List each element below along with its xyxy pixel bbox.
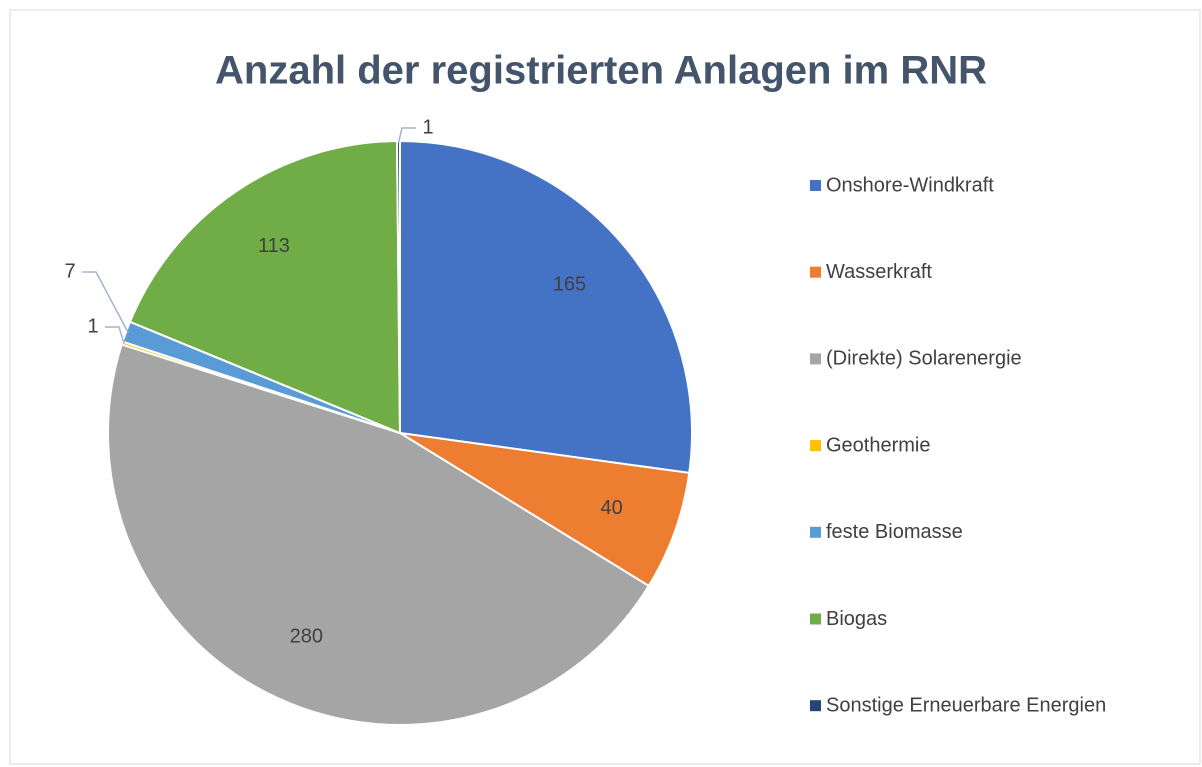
data-label: 1: [87, 315, 98, 337]
pie-slice: [399, 432, 691, 588]
legend-swatch: [810, 353, 821, 365]
legend-label: Onshore-Windkraft: [826, 174, 994, 196]
legend-label: Sonstige Erneuerbare Energien: [826, 694, 1106, 716]
pie-slice: [399, 139, 693, 475]
pie-slice: [107, 343, 651, 726]
legend-label: feste Biomasse: [826, 521, 963, 543]
leader-line: [82, 271, 129, 333]
data-label: 1: [422, 116, 433, 138]
data-label: 165: [553, 274, 586, 296]
legend-swatch: [810, 526, 821, 538]
pie-slice: [128, 140, 402, 435]
legend-swatch: [810, 613, 821, 625]
chart-title: Anzahl der registrierten Anlagen im RNR: [215, 49, 987, 93]
legend-swatch: [810, 440, 821, 452]
legend-swatch: [810, 266, 821, 278]
data-label: 113: [258, 235, 290, 257]
legend-label: Geothermie: [826, 434, 931, 456]
data-label: 280: [290, 626, 323, 648]
data-label: 40: [601, 497, 623, 519]
legend-label: (Direkte) Solarenergie: [826, 348, 1022, 370]
leader-line: [397, 127, 416, 144]
legend-label: Biogas: [826, 608, 887, 630]
legend-swatch: [810, 700, 821, 712]
legend-swatch: [810, 180, 821, 191]
legend-label: Wasserkraft: [826, 261, 932, 283]
leader-line: [105, 326, 125, 344]
data-label: 7: [64, 260, 75, 282]
